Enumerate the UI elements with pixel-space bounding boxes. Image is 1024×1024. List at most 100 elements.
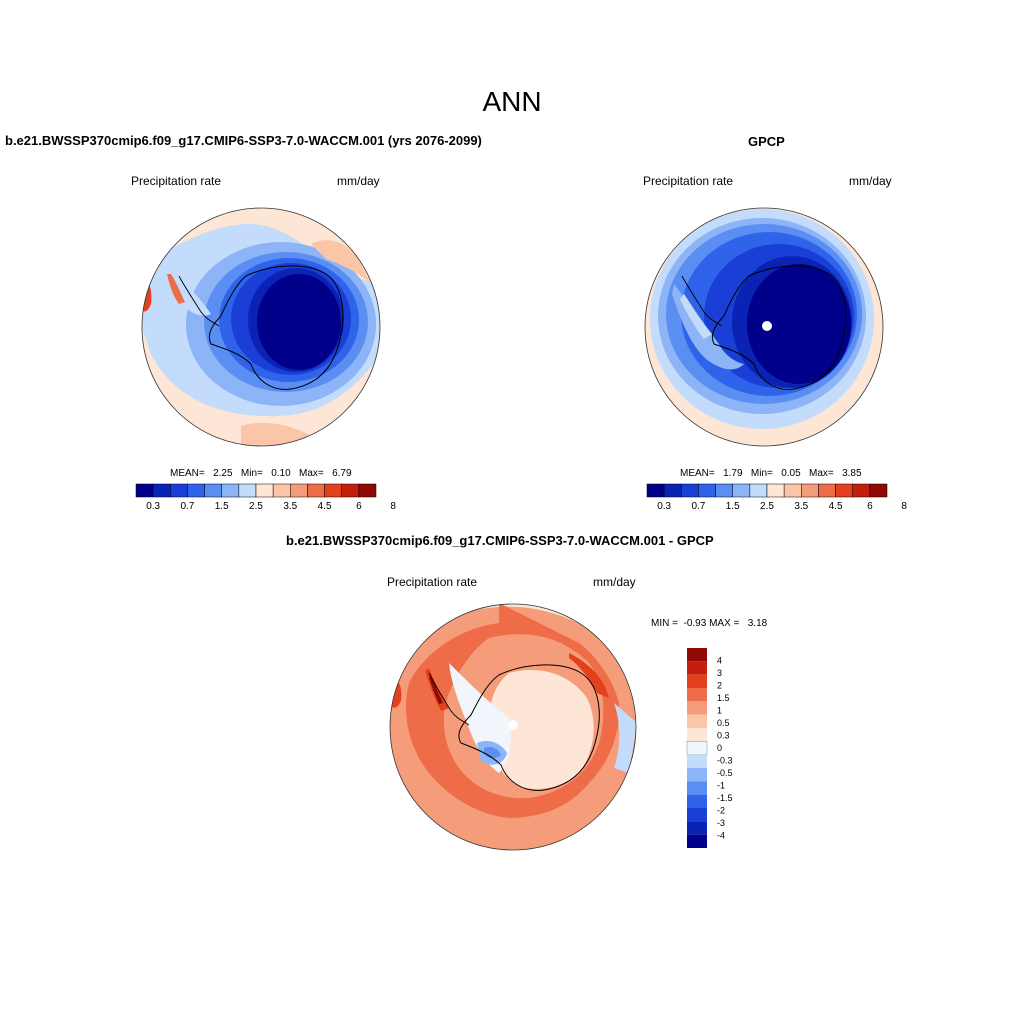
model-colorbar-box — [187, 483, 205, 498]
diff-colorbar-tick: 3 — [717, 668, 722, 678]
model-colorbar-box — [152, 483, 171, 498]
diff-colorbar-tick: 1 — [717, 706, 722, 716]
diff-colorbar-box — [687, 701, 707, 715]
obs-colorbar-box — [869, 483, 888, 498]
obs-colorbar-box — [663, 483, 682, 498]
diff-colorbar-tick: -4 — [717, 831, 725, 841]
obs-colorbar-box — [715, 483, 733, 498]
diff-colorbar-box — [686, 741, 708, 755]
model-polar-map — [141, 207, 381, 447]
model-units-label: mm/day — [337, 174, 380, 188]
model-colorbar-box — [221, 483, 240, 498]
model-colorbar-box — [324, 483, 342, 498]
obs-colorbar-box — [801, 483, 819, 498]
obs-colorbar: 0.3 0.7 1.5 2.5 3.5 4.5 6 8 — [646, 483, 907, 512]
diff-variable-label: Precipitation rate — [387, 575, 478, 589]
obs-colorbar-box — [749, 483, 768, 498]
obs-colorbar-tick: 6 — [867, 501, 873, 512]
model-min-label: Min= — [240, 468, 263, 479]
diff-stats: MIN = -0.93 MAX = 3.18 — [651, 618, 767, 629]
obs-mean-value: 1.79 — [723, 468, 743, 479]
obs-colorbar-tick: 1.5 — [726, 501, 740, 512]
model-colorbar-tick: 1.5 — [215, 501, 229, 512]
diff-colorbar-tick: 0 — [717, 743, 722, 753]
diff-colorbar-box — [687, 754, 707, 768]
obs-colorbar-box — [783, 483, 802, 498]
obs-colorbar-tick: 4.5 — [829, 501, 843, 512]
diff-min-label: MIN = — [651, 618, 678, 629]
obs-stats: MEAN= 1.79 Min= 0.05 Max= 3.85 — [680, 468, 862, 479]
model-mean-label: MEAN= — [170, 468, 205, 479]
diff-colorbar-tick: -1 — [717, 781, 725, 791]
diff-colorbar-tick: 2 — [717, 681, 722, 691]
diff-colorbar-tick: 0.3 — [717, 731, 730, 741]
diff-colorbar-box — [687, 688, 707, 702]
model-colorbar-box — [135, 483, 154, 498]
model-colorbar-tick: 4.5 — [318, 501, 332, 512]
model-colorbar-tick: 0.3 — [146, 501, 160, 512]
obs-max-value: 3.85 — [842, 468, 862, 479]
diff-colorbar-box — [687, 728, 707, 742]
model-min-value: 0.10 — [271, 468, 291, 479]
diff-colorbar-box — [687, 834, 707, 848]
diff-colorbar-box — [687, 661, 707, 675]
obs-colorbar-box — [766, 483, 785, 498]
obs-colorbar-box — [698, 483, 716, 498]
model-variable-label: Precipitation rate — [131, 174, 222, 188]
diff-units-label: mm/day — [593, 575, 636, 589]
model-colorbar-box — [170, 483, 188, 498]
model-colorbar-box — [272, 483, 291, 498]
diff-colorbar-tick: 4 — [717, 656, 722, 666]
obs-colorbar-tick: 0.7 — [691, 501, 705, 512]
model-mean-value: 2.25 — [213, 468, 233, 479]
obs-colorbar-box — [852, 483, 871, 498]
diff-colorbar-tick: 0.5 — [717, 718, 730, 728]
obs-colorbar-box — [732, 483, 751, 498]
diff-colorbar-box — [687, 648, 707, 662]
diff-colorbar-tick: -0.3 — [717, 756, 733, 766]
obs-colorbar-box — [681, 483, 699, 498]
model-colorbar-tick: 0.7 — [180, 501, 194, 512]
model-colorbar-box — [238, 483, 257, 498]
diff-colorbar-box — [687, 674, 707, 688]
model-colorbar-tick: 2.5 — [249, 501, 263, 512]
model-max-value: 6.79 — [332, 468, 352, 479]
diff-colorbar-tick: 1.5 — [717, 693, 730, 703]
diff-colorbar-box — [687, 808, 707, 822]
diff-colorbar-box — [687, 821, 707, 835]
diff-min-value: -0.93 — [683, 618, 707, 629]
model-max-label: Max= — [299, 468, 324, 479]
model-colorbar-box — [307, 483, 325, 498]
page-title: ANN — [482, 86, 542, 117]
obs-max-label: Max= — [809, 468, 834, 479]
model-colorbar: 0.3 0.7 1.5 2.5 3.5 4.5 6 8 — [135, 483, 396, 512]
diff-polar-map — [389, 603, 637, 851]
model-colorbar-tick: 3.5 — [283, 501, 297, 512]
diff-colorbar-box — [687, 794, 707, 808]
obs-polar-map — [644, 207, 884, 447]
model-panel-title: b.e21.BWSSP370cmip6.f09_g17.CMIP6-SSP3-7… — [5, 133, 482, 148]
diff-colorbar: 4 3 2 1.5 1 0.5 0.3 0 -0.3 -0.5 -1 -1.5 -2 -3 -4 — [686, 648, 733, 848]
diff-colorbar-tick: -2 — [717, 806, 725, 816]
diff-colorbar-box — [687, 714, 707, 728]
diff-colorbar-tick: -3 — [717, 818, 725, 828]
model-colorbar-box — [341, 483, 360, 498]
obs-panel-title: GPCP — [748, 134, 785, 149]
model-stats: MEAN= 2.25 Min= 0.10 Max= 6.79 — [170, 468, 352, 479]
obs-min-value: 0.05 — [781, 468, 801, 479]
model-colorbar-box — [358, 483, 377, 498]
diff-panel-title: b.e21.BWSSP370cmip6.f09_g17.CMIP6-SSP3-7… — [286, 533, 714, 548]
model-colorbar-tick: 6 — [356, 501, 362, 512]
model-colorbar-box — [204, 483, 222, 498]
diff-colorbar-tick: -1.5 — [717, 793, 733, 803]
diff-colorbar-box — [687, 781, 707, 795]
obs-colorbar-tick: 0.3 — [657, 501, 671, 512]
obs-colorbar-tick: 3.5 — [794, 501, 808, 512]
obs-variable-label: Precipitation rate — [643, 174, 734, 188]
diff-colorbar-tick: -0.5 — [717, 768, 733, 778]
obs-colorbar-box — [646, 483, 665, 498]
model-colorbar-tick: 8 — [390, 501, 396, 512]
obs-colorbar-tick: 2.5 — [760, 501, 774, 512]
model-colorbar-box — [255, 483, 274, 498]
obs-min-label: Min= — [750, 468, 773, 479]
